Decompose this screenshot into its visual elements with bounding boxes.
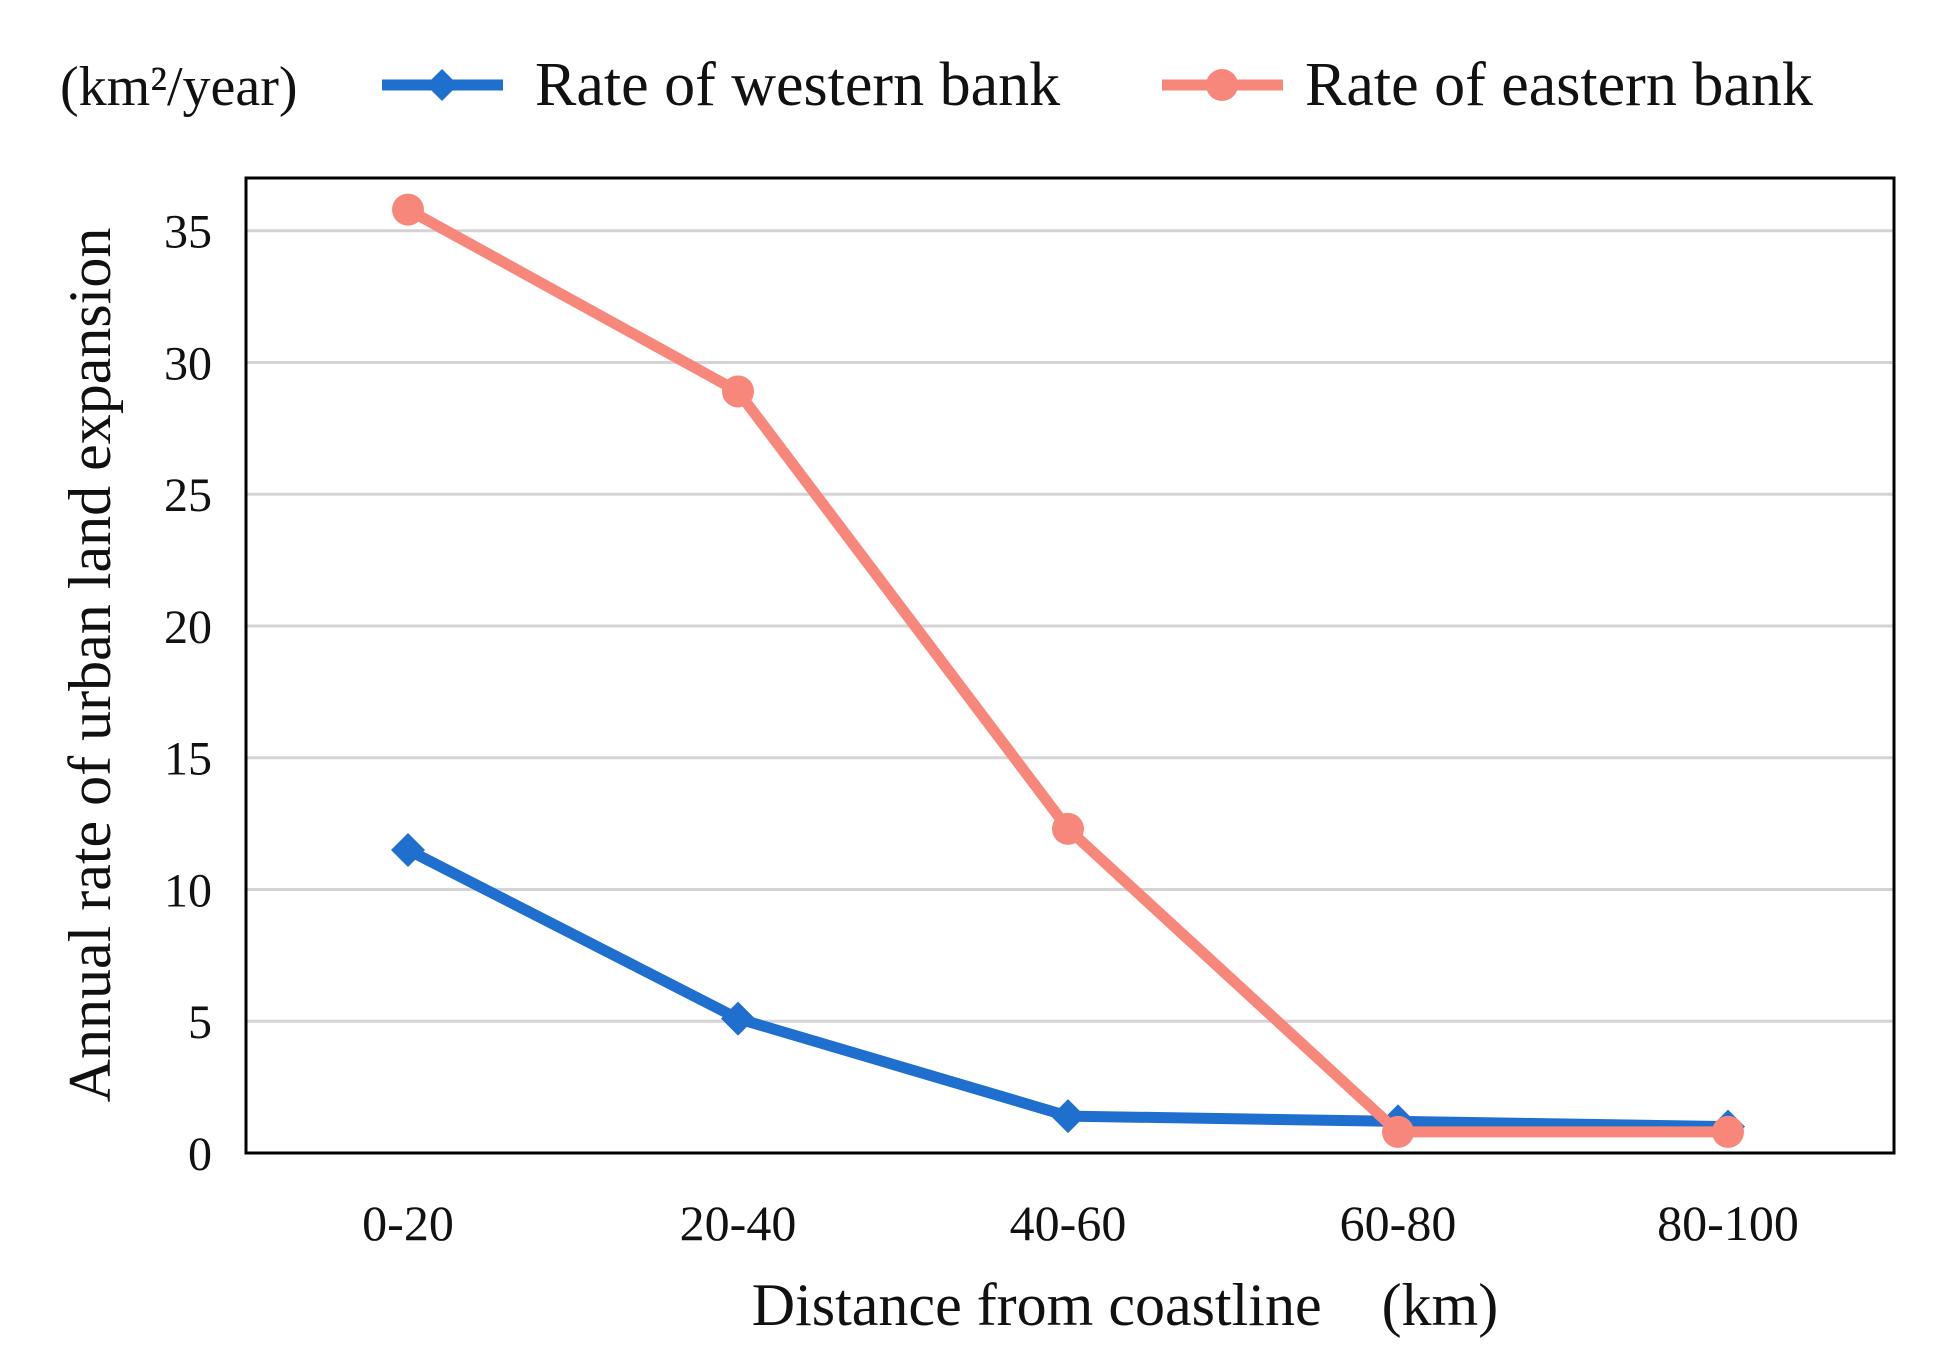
y-axis-title: Annual rate of urban land expansion (57, 228, 123, 1103)
series-eastern (392, 193, 1744, 1148)
series-line (402, 204, 1734, 1138)
y-axis-ticks: 0 5 10 15 20 25 30 35 (164, 206, 212, 1181)
y-tick-label: 10 (164, 864, 212, 917)
y-tick-label: 25 (164, 469, 212, 522)
data-point (391, 832, 425, 867)
y-tick-label: 15 (164, 733, 212, 786)
data-point (1052, 812, 1084, 845)
x-tick-label: 0-20 (362, 1195, 454, 1251)
unit-label: (km²/year) (60, 56, 298, 118)
series (391, 193, 1745, 1148)
y-tick-label: 0 (188, 1128, 212, 1181)
legend-label-eastern: Rate of eastern bank (1305, 51, 1813, 119)
x-axis-title: Distance from coastline (km) (752, 1272, 1498, 1338)
x-axis-ticks: 0-20 20-40 40-60 60-80 80-100 (362, 1195, 1799, 1251)
legend: Rate of western bank Rate of eastern ban… (382, 51, 1813, 119)
series-line (402, 844, 1734, 1133)
data-point (1712, 1115, 1744, 1148)
y-tick-label: 20 (164, 601, 212, 654)
data-point (392, 193, 424, 226)
gridlines (246, 229, 1894, 1023)
x-tick-label: 40-60 (1010, 1195, 1127, 1251)
x-tick-label: 80-100 (1657, 1195, 1799, 1251)
data-point (721, 1001, 755, 1036)
legend-marker-eastern (1206, 69, 1238, 101)
legend-label-western: Rate of western bank (535, 51, 1060, 119)
data-point (1382, 1115, 1414, 1148)
y-tick-label: 30 (164, 337, 212, 390)
data-point (722, 375, 754, 408)
y-tick-label: 5 (188, 996, 212, 1049)
legend-marker-western (426, 69, 458, 101)
plot-area-frame (244, 176, 1896, 1155)
y-tick-label: 35 (164, 206, 212, 259)
data-point (1051, 1099, 1085, 1134)
x-tick-label: 20-40 (680, 1195, 797, 1251)
series-western (391, 832, 1745, 1144)
x-tick-label: 60-80 (1340, 1195, 1457, 1251)
